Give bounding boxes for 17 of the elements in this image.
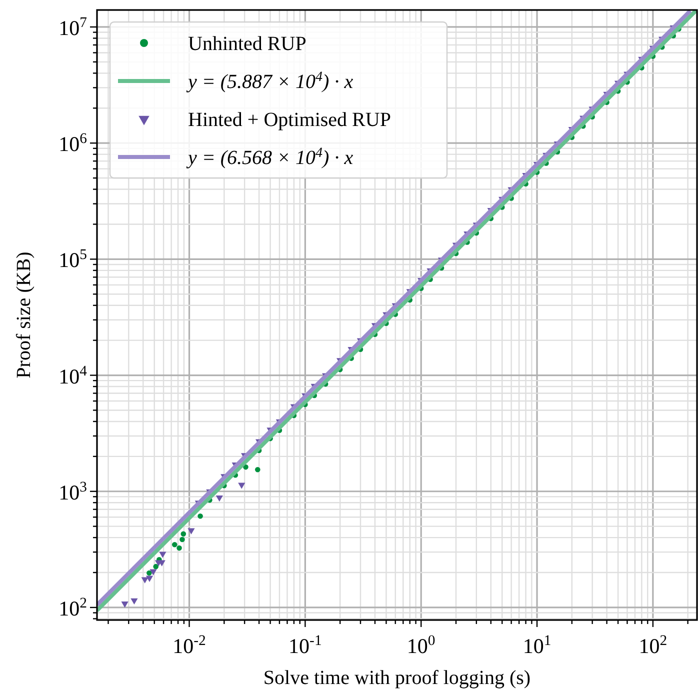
x-tick-label: 10$^{-2}$: [172, 633, 206, 658]
x-axis-title: Solve time with proof logging (s): [263, 667, 531, 689]
legend-label: Unhinted RUP: [188, 33, 306, 55]
x-tick-label: 10$^{1}$: [522, 633, 552, 658]
y-tick-label: 10$^{6}$: [58, 131, 87, 156]
legend-label: y = (5.887 × 10$^{4}$) · x: [186, 70, 354, 93]
y-axis-title: Proof size (KB): [13, 252, 35, 378]
y-tick-label: 10$^{3}$: [58, 479, 87, 504]
y-tick-label: 10$^{5}$: [58, 247, 87, 272]
y-tick-label: 10$^{2}$: [58, 595, 87, 620]
legend-label: y = (6.568 × 10$^{4}$) · x: [186, 146, 354, 169]
y-tick-label: 10$^{4}$: [58, 363, 88, 388]
x-tick-label: 10$^{2}$: [638, 633, 668, 658]
x-tick-label: 10$^{0}$: [406, 633, 436, 658]
legend-label: Hinted + Optimised RUP: [188, 109, 391, 131]
x-tick-label: 10$^{-1}$: [288, 633, 322, 658]
y-tick-label: 10$^{7}$: [58, 14, 87, 40]
